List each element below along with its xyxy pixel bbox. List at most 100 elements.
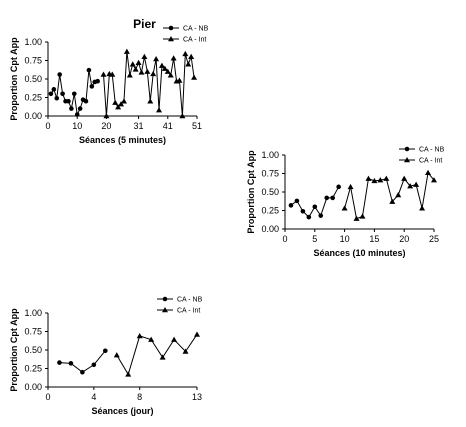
data-point-circle <box>83 98 89 104</box>
data-point-triangle <box>135 59 142 65</box>
x-axis-label: Séances (jour) <box>91 406 153 416</box>
data-point-triangle <box>115 104 122 110</box>
data-point-triangle <box>341 205 348 211</box>
x-tick-label: 0 <box>45 121 50 131</box>
series-line <box>59 350 106 373</box>
data-point-circle <box>95 78 100 84</box>
chart-title: Pier <box>133 17 156 31</box>
data-point-circle <box>300 208 306 214</box>
data-point-triangle <box>150 70 157 77</box>
x-axis-label: Séances (5 minutes) <box>79 135 166 145</box>
legend-label: CA - Int <box>183 37 206 44</box>
data-point-circle <box>294 198 300 204</box>
data-point-triangle <box>359 213 366 219</box>
data-point-triangle <box>413 181 420 187</box>
data-point-triangle <box>148 336 155 342</box>
data-point-circle <box>69 106 74 111</box>
data-point-triangle <box>185 61 192 67</box>
y-axis-label: Proportion Cpt App <box>9 308 19 392</box>
data-point-triangle <box>365 175 372 181</box>
legend-circle-marker <box>404 146 410 152</box>
data-point-circle <box>48 91 54 97</box>
data-point-triangle <box>419 205 426 211</box>
x-axis-label: Séances (10 minutes) <box>313 248 405 258</box>
legend-label: CA - NB <box>177 297 203 304</box>
data-point-triangle <box>144 68 151 74</box>
legend: CA - NB CA - Int <box>163 26 209 44</box>
y-tick-label: 0.25 <box>24 93 42 103</box>
data-point-triangle <box>401 175 408 181</box>
data-point-triangle <box>407 183 414 189</box>
data-point-triangle <box>176 77 183 83</box>
series-ca-nb <box>288 184 341 220</box>
series-ca-nb <box>48 67 100 117</box>
data-point-triangle <box>161 65 168 71</box>
data-point-circle <box>66 98 71 104</box>
data-point-circle <box>54 95 60 101</box>
data-point-circle <box>306 214 312 220</box>
x-tick-label: 20 <box>399 234 409 244</box>
data-point-triangle <box>125 371 132 377</box>
data-point-circle <box>312 204 318 210</box>
x-tick-label: 10 <box>72 121 82 131</box>
data-point-triangle <box>194 331 200 337</box>
data-point-triangle <box>126 72 133 78</box>
legend-circle-marker <box>162 296 168 302</box>
y-tick-label: 0.75 <box>24 56 42 66</box>
data-point-circle <box>60 91 65 97</box>
y-tick-label: 0.50 <box>24 345 42 355</box>
data-point-triangle <box>191 74 198 80</box>
data-point-triangle <box>136 332 143 339</box>
data-point-triangle <box>182 348 189 354</box>
y-tick-label: 0.00 <box>24 382 42 392</box>
data-point-circle <box>86 67 92 73</box>
data-point-triangle <box>147 98 154 104</box>
series-ca-nb <box>57 348 108 375</box>
data-point-circle <box>330 195 335 201</box>
x-tick-label: 31 <box>134 121 144 131</box>
y-axis-label: Proportion Cpt App <box>9 37 19 121</box>
data-point-triangle <box>389 198 396 204</box>
x-tick-label: 20 <box>101 121 111 131</box>
y-tick-label: 0.50 <box>24 74 42 84</box>
data-point-triangle <box>100 71 107 77</box>
data-point-circle <box>51 87 57 92</box>
x-tick-label: 0 <box>45 392 50 402</box>
x-tick-label: 13 <box>192 392 202 402</box>
y-tick-label: 0.25 <box>261 206 279 216</box>
y-axis-label: Proportion Cpt App <box>246 150 256 234</box>
data-point-triangle <box>153 56 160 62</box>
y-tick-label: 1.00 <box>24 308 42 318</box>
data-point-triangle <box>425 169 432 176</box>
legend-circle-marker <box>168 25 174 31</box>
legend: CA - NB CA - Int <box>399 147 445 165</box>
data-point-circle <box>288 203 294 208</box>
data-point-triangle <box>170 55 177 61</box>
data-point-triangle <box>158 62 165 68</box>
data-point-circle <box>80 369 85 375</box>
data-point-triangle <box>383 175 390 181</box>
data-point-triangle <box>109 71 116 77</box>
legend-triangle-marker <box>162 307 168 313</box>
x-tick-label: 0 <box>282 234 287 244</box>
data-point-triangle <box>179 113 186 119</box>
series-ca-int <box>100 48 198 119</box>
x-tick-label: 8 <box>137 392 142 402</box>
y-tick-label: 0.00 <box>261 224 279 234</box>
legend-label: CA - NB <box>419 147 445 154</box>
data-point-circle <box>336 184 341 190</box>
data-point-triangle <box>164 68 171 74</box>
data-point-triangle <box>123 48 130 54</box>
data-point-triangle <box>118 101 125 107</box>
y-tick-label: 0.75 <box>24 327 42 337</box>
data-point-circle <box>57 360 62 365</box>
chart-2: 0.00 0.25 0.50 0.75 1.00 0 5 10 15 20 25 Séances (1… <box>246 147 445 259</box>
y-tick-label: 0.75 <box>261 169 279 179</box>
y-tick-label: 0.25 <box>24 364 42 374</box>
chart-3: 0.00 0.25 0.50 0.75 1.00 0 4 8 13 Séances (jour) P… <box>9 297 203 417</box>
data-point-triangle <box>159 354 166 360</box>
y-tick-label: 0.00 <box>24 111 42 121</box>
data-point-triangle <box>182 50 189 57</box>
legend-triangle-marker <box>404 157 410 163</box>
